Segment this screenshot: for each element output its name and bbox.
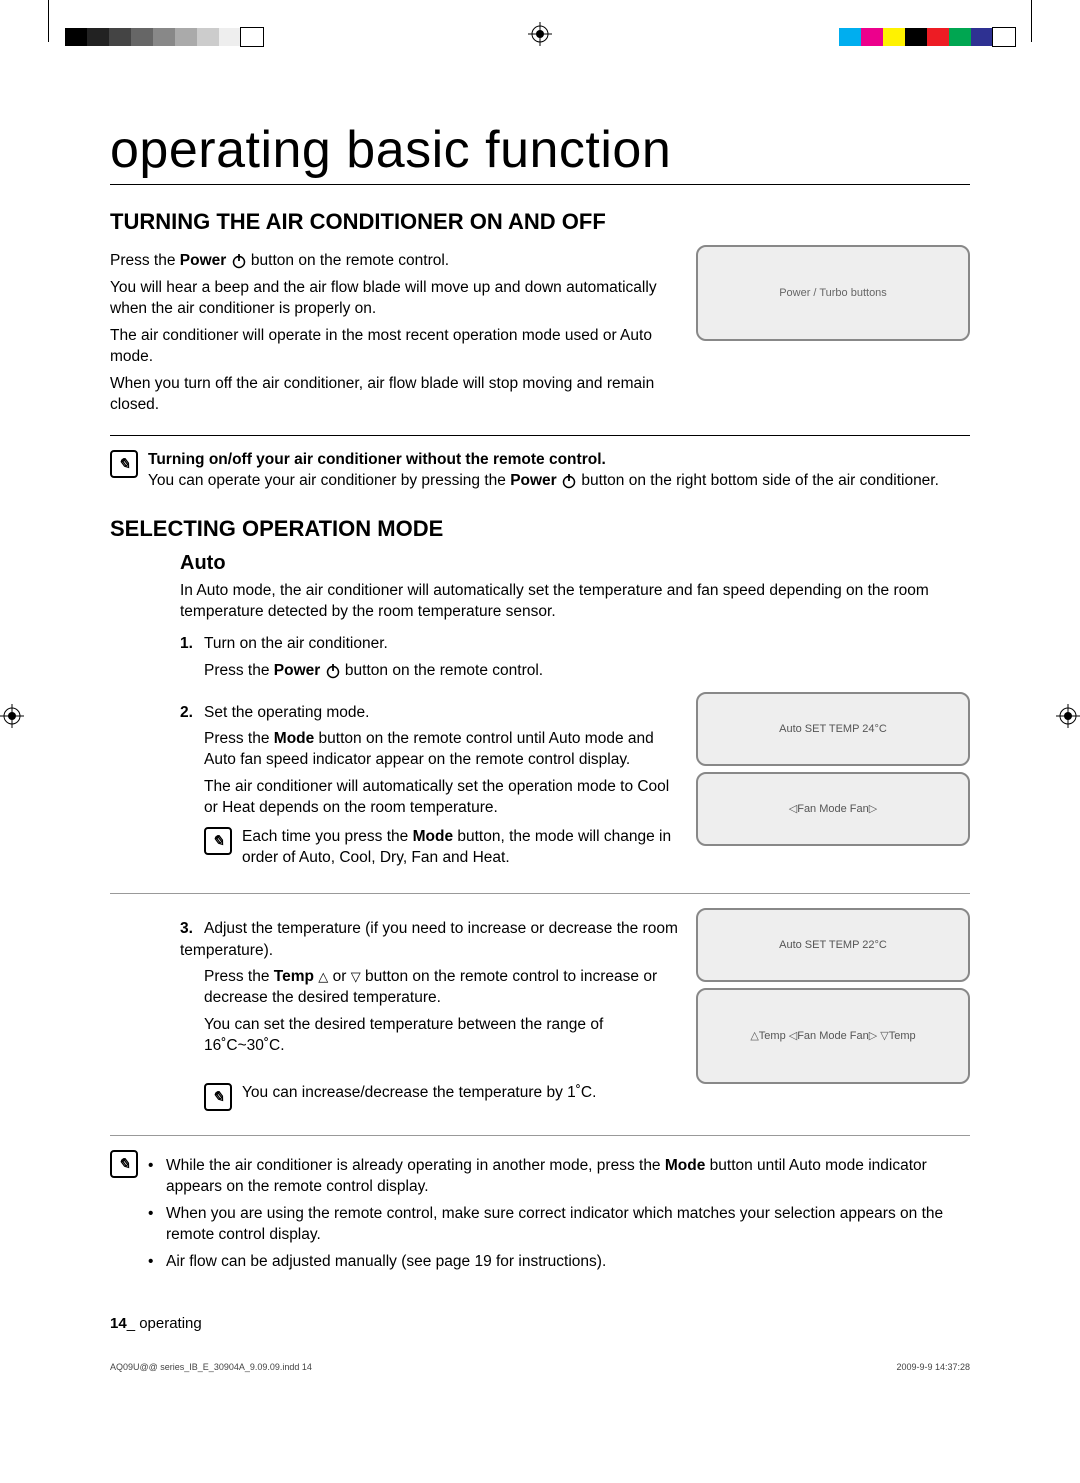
step-number: 2. xyxy=(180,702,204,724)
step-number: 3. xyxy=(180,918,204,940)
heading-selecting-mode: SELECTING OPERATION MODE xyxy=(110,516,970,542)
page-footer: 14_ operating xyxy=(110,1315,970,1332)
note-block: ✎ Each time you press the Mode button, t… xyxy=(204,827,678,869)
step-number: 1. xyxy=(180,633,204,655)
body-text: When you turn off the air conditioner, a… xyxy=(110,374,678,416)
step-sub: Press the Power button on the remote con… xyxy=(204,661,970,682)
note-block: ✎ You can increase/decrease the temperat… xyxy=(204,1083,678,1111)
illustration-temp-buttons: △Temp ◁Fan Mode Fan▷ ▽Temp xyxy=(696,988,970,1084)
text-bold: Power xyxy=(510,472,557,489)
text-bold: Temp xyxy=(274,968,314,985)
note-icon: ✎ xyxy=(110,1150,138,1178)
triangle-down-icon: ▽ xyxy=(351,968,361,986)
crop-mark xyxy=(48,0,63,42)
bullet-item: While the air conditioner is already ope… xyxy=(148,1156,970,1198)
note-heading: Turning on/off your air conditioner with… xyxy=(148,450,970,471)
step-sub: You can set the desired temperature betw… xyxy=(204,1015,678,1057)
text-bold: Power xyxy=(180,252,227,269)
registration-mark-icon xyxy=(1056,704,1080,728)
text-bold: Mode xyxy=(413,828,453,845)
bullet-item: When you are using the remote control, m… xyxy=(148,1204,970,1246)
body-text: In Auto mode, the air conditioner will a… xyxy=(180,581,970,623)
crop-mark xyxy=(1017,0,1032,42)
manual-page: operating basic function TURNING THE AIR… xyxy=(0,0,1080,1432)
illustration-label: △Temp ◁Fan Mode Fan▷ ▽Temp xyxy=(750,1029,915,1042)
text: button on the remote control. xyxy=(251,252,449,269)
illustration-display-22c: Auto SET TEMP 22°C xyxy=(696,908,970,982)
meta-filename: AQ09U@@ series_IB_E_30904A_9.09.09.indd … xyxy=(110,1362,312,1372)
text: Press the xyxy=(204,662,274,679)
triangle-up-icon: △ xyxy=(318,968,328,986)
bullet-item: Air flow can be adjusted manually (see p… xyxy=(148,1252,970,1273)
text: You can operate your air conditioner by … xyxy=(148,472,510,489)
illustration-label: Auto SET TEMP 22°C xyxy=(779,939,887,951)
illustration-label: Power / Turbo buttons xyxy=(779,287,887,299)
text: button on the remote control. xyxy=(345,662,543,679)
note-body: Each time you press the Mode button, the… xyxy=(242,827,678,869)
power-icon xyxy=(561,473,577,489)
step-text: Adjust the temperature (if you need to i… xyxy=(180,920,678,959)
illustration-control-panel-power: Power / Turbo buttons xyxy=(696,245,970,341)
color-calibration-bar xyxy=(839,28,1015,46)
note-icon: ✎ xyxy=(204,1083,232,1111)
text: Press the xyxy=(204,968,274,985)
page-number: 14 xyxy=(110,1315,127,1332)
step-item: 3.Adjust the temperature (if you need to… xyxy=(180,918,678,1111)
note-body: You can operate your air conditioner by … xyxy=(148,471,970,492)
body-text: The air conditioner will operate in the … xyxy=(110,326,678,368)
text: button on the right bottom side of the a… xyxy=(581,472,939,489)
registration-mark-icon xyxy=(528,22,552,46)
illustration-label: ◁Fan Mode Fan▷ xyxy=(789,802,877,815)
step-sub: The air conditioner will automatically s… xyxy=(204,777,678,819)
text-bold: Power xyxy=(274,662,321,679)
body-text: You will hear a beep and the air flow bl… xyxy=(110,278,678,320)
meta-timestamp: 2009-9-9 14:37:28 xyxy=(896,1362,970,1372)
footer-label: _ operating xyxy=(127,1315,202,1332)
note-block: ✎ Turning on/off your air conditioner wi… xyxy=(110,450,970,492)
step-sub: Press the Temp △ or ▽ button on the remo… xyxy=(204,967,678,1009)
text: While the air conditioner is already ope… xyxy=(166,1157,665,1174)
note-body: You can increase/decrease the temperatur… xyxy=(242,1083,678,1111)
text: Press the xyxy=(204,730,274,747)
greyscale-calibration-bar xyxy=(65,28,263,46)
step-item: 2.Set the operating mode. Press the Mode… xyxy=(180,702,678,869)
illustration-display-24c: Auto SET TEMP 24°C xyxy=(696,692,970,766)
illustration-mode-buttons: ◁Fan Mode Fan▷ xyxy=(696,772,970,846)
text: Press the xyxy=(110,252,180,269)
page-title: operating basic function xyxy=(110,120,970,185)
step-text: Set the operating mode. xyxy=(204,704,369,721)
body-text: Press the Power button on the remote con… xyxy=(110,251,678,272)
text-bold: Mode xyxy=(665,1157,705,1174)
text: Each time you press the xyxy=(242,828,413,845)
step-sub: Press the Mode button on the remote cont… xyxy=(204,729,678,771)
note-block: ✎ While the air conditioner is already o… xyxy=(110,1150,970,1279)
subheading-auto: Auto xyxy=(180,552,970,575)
step-item: 1.Turn on the air conditioner. Press the… xyxy=(180,633,970,682)
registration-mark-icon xyxy=(0,704,24,728)
power-icon xyxy=(231,253,247,269)
note-icon: ✎ xyxy=(110,450,138,478)
heading-turning-on-off: TURNING THE AIR CONDITIONER ON AND OFF xyxy=(110,209,970,235)
text: or xyxy=(328,968,350,985)
text-bold: Mode xyxy=(274,730,314,747)
power-icon xyxy=(325,663,341,679)
step-text: Turn on the air conditioner. xyxy=(204,635,388,652)
note-icon: ✎ xyxy=(204,827,232,855)
print-metadata: AQ09U@@ series_IB_E_30904A_9.09.09.indd … xyxy=(110,1362,970,1372)
illustration-label: Auto SET TEMP 24°C xyxy=(779,723,887,735)
